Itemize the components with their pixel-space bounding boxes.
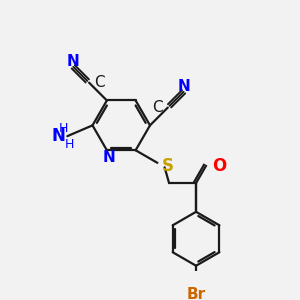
Text: H: H (59, 122, 68, 136)
Text: N: N (102, 150, 115, 165)
Text: C: C (152, 100, 162, 115)
Text: O: O (212, 157, 226, 175)
Text: Br: Br (187, 287, 206, 300)
Text: S: S (162, 158, 174, 175)
Text: N: N (52, 127, 65, 145)
Text: H: H (64, 138, 74, 151)
Text: C: C (94, 75, 105, 90)
Text: N: N (67, 54, 80, 69)
Text: N: N (177, 79, 190, 94)
